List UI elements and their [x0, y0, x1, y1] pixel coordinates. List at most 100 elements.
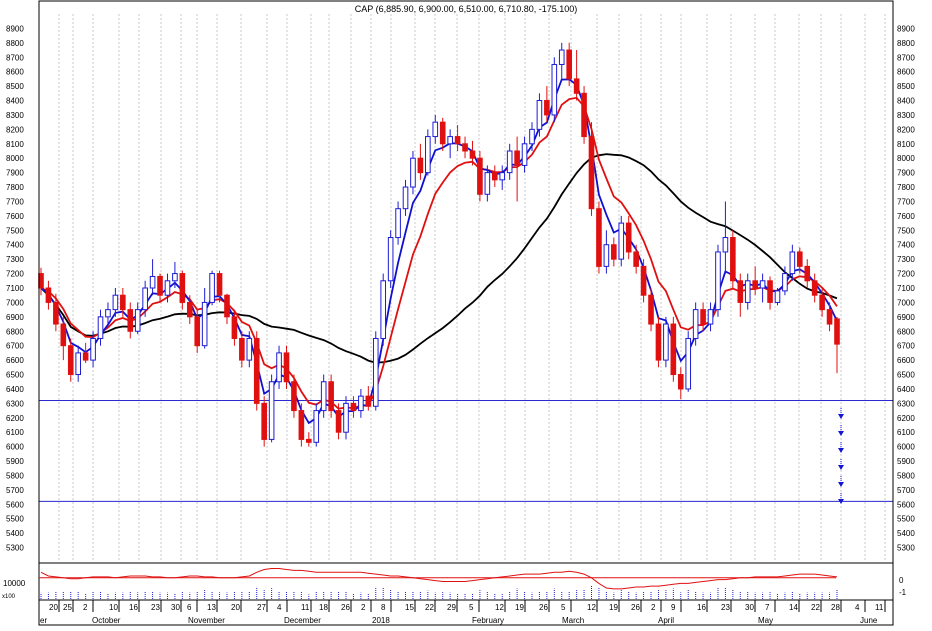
price-tick-label-right: 8000: [897, 154, 915, 163]
price-tick-label-left: 7600: [6, 212, 24, 221]
day-label: 10: [109, 603, 118, 612]
candle-body-up: [685, 337, 692, 390]
candle-body-down: [700, 309, 706, 325]
day-label: 26: [341, 603, 350, 612]
candle-body-up: [603, 244, 610, 267]
candle-body-up: [90, 337, 96, 361]
candle-body-up: [142, 287, 148, 311]
price-tick-label-right: 6900: [897, 313, 915, 322]
candle-body-down: [581, 92, 587, 138]
candle-body-down: [335, 410, 342, 433]
candle-body-down: [611, 244, 617, 260]
price-tick-label-right: 8700: [897, 53, 915, 62]
price-tick-label-left: 8900: [6, 24, 24, 33]
price-tick-label-right: 5300: [897, 544, 915, 553]
candle-body-down: [283, 352, 290, 383]
price-tick-label-right: 6400: [897, 385, 915, 394]
price-tick-label-right: 7900: [897, 169, 915, 178]
candle-body-up: [722, 237, 729, 253]
month-label: October: [92, 616, 121, 625]
chart-gridlines: [58, 14, 886, 562]
price-tick-label-right: 7800: [897, 183, 915, 192]
candle-body-up: [707, 309, 714, 325]
candle-body-up: [268, 381, 275, 440]
candle-body-up: [774, 290, 781, 303]
price-tick-label-right: 5800: [897, 471, 915, 480]
day-label: 16: [697, 603, 706, 612]
candlesticks: [38, 42, 840, 447]
candle-body-up: [402, 186, 409, 210]
candle-body-down: [194, 316, 201, 347]
day-label: 30: [171, 603, 180, 612]
candle-body-up: [172, 273, 178, 282]
price-tick-label-right: 7200: [897, 270, 915, 279]
price-tick-label-right: 8100: [897, 140, 915, 149]
candle-body-down: [291, 381, 297, 412]
candle-body-up: [506, 150, 513, 174]
target-arrow-head: [838, 499, 844, 504]
price-tick-label-left: 6500: [6, 371, 24, 380]
candle-body-down: [767, 280, 773, 303]
slow-moving-average-line: [40, 153, 838, 364]
candle-body-down: [350, 402, 357, 412]
price-tick-label-left: 7700: [6, 197, 24, 206]
target-arrow-head: [838, 482, 844, 487]
candle-body-down: [752, 280, 758, 289]
candle-body-up: [663, 323, 669, 361]
price-tick-label-right: 6500: [897, 371, 915, 380]
day-label: 26: [631, 603, 640, 612]
chart-title: CAP (6,885.90, 6,900.00, 6,510.00, 6,710…: [355, 4, 578, 14]
lower-indicator-panel: 10000 x100 0 -1: [2, 568, 907, 600]
day-label: 23: [151, 603, 160, 612]
price-tick-label-left: 5800: [6, 471, 24, 480]
candle-body-up: [499, 172, 506, 181]
candle-body-down: [127, 309, 134, 332]
lower-panel-tick-label: 0: [899, 576, 904, 585]
candle-body-down: [544, 100, 550, 116]
candle-body-down: [625, 222, 632, 253]
price-tick-label-left: 7100: [6, 284, 24, 293]
candle-body-up: [425, 136, 431, 174]
month-label: June: [860, 616, 878, 625]
candle-body-down: [826, 309, 833, 325]
chart-frame: [38, 0, 894, 626]
price-tick-label-right: 8800: [897, 39, 915, 48]
candle-body-up: [558, 49, 565, 65]
candle-body-up: [692, 309, 699, 339]
day-label: 5: [561, 603, 566, 612]
day-label: 25: [63, 603, 72, 612]
candle-body-down: [417, 157, 424, 174]
price-tick-label-right: 7100: [897, 284, 915, 293]
day-label: 20: [231, 603, 240, 612]
candle-body-down: [239, 337, 245, 361]
candle-body-down: [730, 237, 736, 282]
price-tick-label-right: 6600: [897, 356, 915, 365]
candle-body-down: [462, 143, 468, 152]
price-tick-label-left: 6800: [6, 327, 24, 336]
candle-body-up: [744, 280, 751, 303]
candle-body-down: [477, 157, 483, 195]
candle-body-up: [410, 157, 416, 188]
candle-body-down: [120, 294, 126, 311]
price-axis-right: 5300 5400 5500 5600 5700 5800 5900 6000 6100 6200…: [897, 24, 915, 552]
candle-body-down: [834, 318, 840, 345]
candle-body-up: [276, 352, 282, 383]
price-tick-label-left: 6600: [6, 356, 24, 365]
month-label: November: [188, 616, 225, 625]
price-tick-label-left: 8300: [6, 111, 24, 120]
candle-body-down: [648, 294, 654, 325]
price-tick-label-right: 8500: [897, 82, 915, 91]
candle-body-up: [313, 410, 320, 443]
candle-body-down: [655, 323, 662, 361]
candle-body-up: [432, 121, 439, 138]
day-label: 9: [671, 603, 676, 612]
price-tick-label-left: 7300: [6, 255, 24, 264]
price-tick-label-right: 5900: [897, 457, 915, 466]
price-tick-label-right: 7400: [897, 241, 915, 250]
indicator-line: [40, 568, 838, 590]
candle-body-down: [253, 337, 260, 404]
candle-body-up: [97, 316, 104, 339]
candle-body-down: [53, 301, 59, 325]
